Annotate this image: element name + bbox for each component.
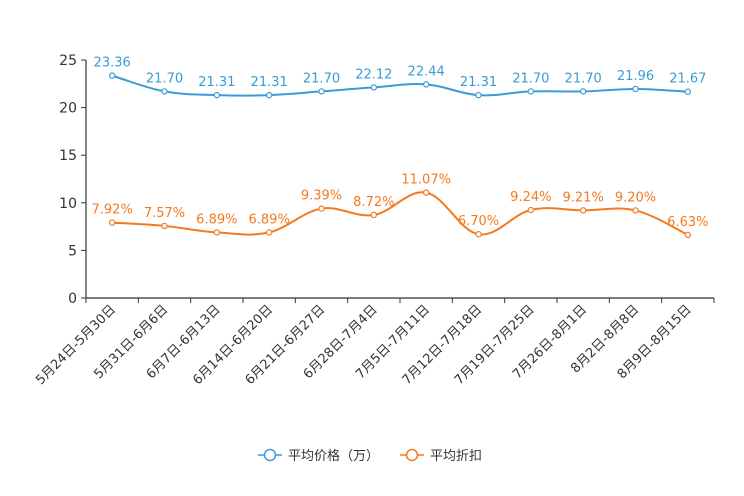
legend-item-2[interactable]: 平均折扣 <box>400 448 482 464</box>
data-label: 6.70% <box>458 214 499 229</box>
data-point[interactable] <box>213 229 221 236</box>
data-point[interactable] <box>422 81 430 88</box>
data-label: 21.70 <box>146 71 183 86</box>
data-label: 22.12 <box>355 67 392 82</box>
data-point[interactable] <box>475 231 482 238</box>
data-label: 21.70 <box>512 71 549 86</box>
legend-label: 平均价格（万） <box>288 448 379 464</box>
y-tick-label: 15 <box>59 148 77 164</box>
data-point[interactable] <box>265 91 273 99</box>
data-label: 9.21% <box>563 190 604 205</box>
data-point[interactable] <box>632 85 639 93</box>
data-point[interactable] <box>475 91 482 99</box>
data-point[interactable] <box>265 229 273 236</box>
data-point[interactable] <box>161 222 168 230</box>
data-label: 9.20% <box>615 190 656 205</box>
data-label: 6.89% <box>249 212 290 227</box>
data-point[interactable] <box>370 211 378 219</box>
y-tick-label: 10 <box>59 196 77 212</box>
y-tick-label: 0 <box>68 291 77 307</box>
data-point[interactable] <box>527 88 535 95</box>
legend-marker-icon <box>263 448 277 462</box>
data-point[interactable] <box>527 206 535 214</box>
legend-item-1[interactable]: 平均价格（万） <box>258 448 379 464</box>
data-point[interactable] <box>579 88 587 95</box>
data-label: 21.96 <box>617 69 654 84</box>
y-tick-label: 5 <box>68 243 77 259</box>
legend-marker-icon <box>405 448 419 462</box>
data-point[interactable] <box>108 72 116 79</box>
data-point[interactable] <box>370 84 378 91</box>
data-label: 23.36 <box>94 56 131 71</box>
series-layer: 23.36 21.70 21.31 21.31 21.70 22.12 22.44 21.31… <box>92 56 708 239</box>
chart-axes: 05101520255月24日-5月30日5月31日-6月6日6月7日-6月13… <box>33 53 715 388</box>
series-2: 7.92% 7.57% 6.89% 6.89% 9.39% 8.72% 11.07% 6.70… <box>92 173 708 239</box>
data-label: 7.92% <box>92 203 133 218</box>
data-point[interactable] <box>213 91 221 99</box>
data-label: 21.67 <box>669 72 706 87</box>
data-label: 7.57% <box>144 206 185 221</box>
data-label: 9.24% <box>510 190 551 205</box>
y-tick-label: 20 <box>59 101 77 117</box>
data-point[interactable] <box>422 189 430 196</box>
data-label: 11.07% <box>401 173 451 188</box>
data-label: 9.39% <box>301 189 342 204</box>
data-point[interactable] <box>161 88 168 95</box>
legend-label: 平均折扣 <box>430 449 482 464</box>
data-label: 21.31 <box>460 75 497 90</box>
data-point[interactable] <box>579 207 587 214</box>
data-point[interactable] <box>684 231 692 239</box>
data-label: 21.70 <box>565 71 602 86</box>
legend[interactable]: 平均价格（万） 平均折扣 <box>258 448 482 464</box>
data-point[interactable] <box>318 205 325 212</box>
data-point[interactable] <box>318 88 325 95</box>
data-label: 6.63% <box>667 215 708 230</box>
data-point[interactable] <box>632 207 639 214</box>
data-label: 21.70 <box>303 71 340 86</box>
y-tick-label: 25 <box>59 53 77 69</box>
data-label: 6.89% <box>196 212 237 227</box>
series-line <box>111 74 688 97</box>
data-point[interactable] <box>108 219 116 226</box>
data-point[interactable] <box>684 88 692 95</box>
data-label: 22.44 <box>408 64 445 79</box>
data-label: 8.72% <box>353 195 394 210</box>
data-label: 21.31 <box>198 75 235 90</box>
series-1: 23.36 21.70 21.31 21.31 21.70 22.12 22.44 21.31… <box>94 56 706 99</box>
data-label: 21.31 <box>251 75 288 90</box>
